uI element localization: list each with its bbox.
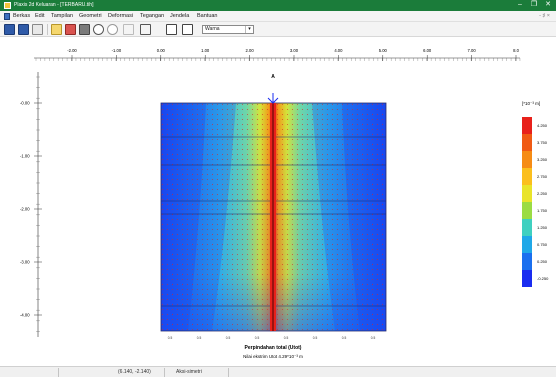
coordinates-readout: (6.140, -2.140)	[118, 369, 151, 375]
copy-icon[interactable]	[32, 24, 43, 35]
y-tick-label: -4.00	[20, 313, 30, 318]
bottom-tick-label: 0.5	[284, 336, 289, 340]
bottom-tick-label: 0.5	[313, 336, 318, 340]
legend-swatch	[522, 236, 532, 253]
bottom-tick-label: 0.5	[168, 336, 173, 340]
menu-edit[interactable]: Edit	[35, 13, 45, 19]
menu-jendela[interactable]: Jendela	[170, 13, 190, 19]
legend-value: 0.250	[537, 259, 548, 264]
x-tick-label: 8.0	[513, 48, 519, 53]
y-tick-label: -2.00	[20, 207, 30, 212]
display-mode-value: Warna	[205, 26, 220, 32]
title-bar: Plaxis 2d Keluaran - [TERBARU.tih] – ❐ ✕	[0, 0, 556, 11]
legend-swatch	[522, 151, 532, 168]
x-tick-label: 6.00	[423, 48, 432, 53]
legend-value: -0.250	[537, 276, 549, 281]
legend-value: 3.750	[537, 140, 548, 145]
menu-bar: Berkas Edit Tampilan Geometri Deformasi …	[0, 11, 556, 22]
x-tick-label: -2.00	[67, 48, 77, 53]
menu-berkas[interactable]: Berkas	[13, 13, 31, 19]
display-mode-select[interactable]: Warna ▾	[202, 25, 254, 34]
menu-tegangan[interactable]: Tegangan	[140, 13, 165, 19]
maximize-button[interactable]: ❐	[530, 1, 538, 8]
analysis-mode: Aksi-simetri	[176, 369, 202, 375]
legend-value: 2.750	[537, 174, 548, 179]
x-axis-ruler: -2.00 -1.00 0.00 1.00 2.00 3.00 4.00 5.00 6.00 7.…	[34, 48, 521, 61]
plot-title: Perpindahan total (Utot)	[245, 345, 302, 351]
legend-unit: [*10⁻³ m]	[522, 101, 540, 106]
print-icon[interactable]	[79, 24, 90, 35]
x-tick-label: 2.00	[246, 48, 255, 53]
menu-bantuan[interactable]: Bantuan	[197, 13, 218, 19]
bottom-tick-label: 0.5	[342, 336, 347, 340]
legend-value: 1.750	[537, 208, 548, 213]
cross-section-icon[interactable]	[140, 24, 151, 35]
legend-swatch	[522, 168, 532, 185]
legend-swatch	[522, 117, 532, 134]
chart-icon[interactable]	[182, 24, 193, 35]
refresh-icon[interactable]	[51, 24, 62, 35]
open-icon[interactable]	[4, 24, 15, 35]
document-icon	[4, 13, 10, 20]
move-icon[interactable]	[65, 24, 76, 35]
legend: [*10⁻³ m] 4.250 3.750 3.250 2.750 2.250 1.750…	[522, 101, 549, 287]
x-tick-label: 1.00	[201, 48, 210, 53]
section-label: A	[271, 74, 275, 80]
legend-value: 3.250	[537, 157, 548, 162]
toolbar: Warna ▾	[0, 22, 556, 37]
legend-swatch	[522, 270, 532, 287]
bottom-tick-label: 0.5	[226, 336, 231, 340]
app-icon	[4, 2, 11, 9]
y-tick-label: -3.00	[20, 260, 30, 265]
menu-tampilan[interactable]: Tampilan	[51, 13, 74, 19]
x-tick-label: 3.00	[290, 48, 299, 53]
status-divider	[228, 368, 229, 377]
legend-swatch	[522, 185, 532, 202]
y-axis-ruler: -0.00 -1.00 -2.00 -3.00 -4.00	[20, 72, 42, 337]
status-bar: (6.140, -2.140) Aksi-simetri	[0, 366, 556, 377]
legend-value: 4.250	[537, 123, 548, 128]
deformation-plot: -2.00 -1.00 0.00 1.00 2.00 3.00 4.00 5.00 6.00 7.…	[20, 48, 549, 359]
bottom-tick-label: 0.5	[255, 336, 260, 340]
x-tick-label: 4.00	[334, 48, 343, 53]
zoom-in-icon[interactable]	[93, 24, 104, 35]
table-icon[interactable]	[166, 24, 177, 35]
status-divider	[164, 368, 165, 377]
plot-subtitle: Nilai ekstrim Utot 4.29*10⁻³ m	[243, 354, 303, 359]
zoom-out-icon[interactable]	[107, 24, 118, 35]
legend-swatch	[522, 202, 532, 219]
legend-value: 1.250	[537, 225, 548, 230]
chevron-down-icon: ▾	[245, 26, 253, 33]
close-button[interactable]: ✕	[545, 1, 551, 8]
output-canvas[interactable]: -2.00 -1.00 0.00 1.00 2.00 3.00 4.00 5.00 6.00 7.…	[0, 37, 556, 366]
y-tick-label: -1.00	[20, 154, 30, 159]
mdi-controls[interactable]: - ♯ ×	[539, 13, 550, 19]
x-tick-label: -1.00	[112, 48, 122, 53]
legend-swatch	[522, 219, 532, 236]
status-divider	[58, 368, 59, 377]
x-tick-label: 7.00	[468, 48, 477, 53]
legend-swatch	[522, 253, 532, 270]
y-tick-label: -0.00	[20, 101, 30, 106]
save-icon[interactable]	[18, 24, 29, 35]
menu-geometri[interactable]: Geometri	[79, 13, 102, 19]
soil-domain	[160, 93, 387, 332]
legend-value: 0.750	[537, 242, 548, 247]
line-icon[interactable]	[123, 24, 134, 35]
bottom-tick-label: 0.5	[371, 336, 376, 340]
menu-deformasi[interactable]: Deformasi	[108, 13, 134, 19]
minimize-button[interactable]: –	[518, 1, 522, 8]
bottom-scale-ticks: 0.5 0.5 0.5 0.5 0.5 0.5 0.5 0.5	[168, 336, 376, 340]
legend-swatch	[522, 134, 532, 151]
bottom-tick-label: 0.5	[197, 336, 202, 340]
x-tick-label: 0.00	[157, 48, 166, 53]
toolbar-separator	[47, 24, 48, 35]
window-title: Plaxis 2d Keluaran - [TERBARU.tih]	[14, 2, 94, 8]
legend-value: 2.250	[537, 191, 548, 196]
x-tick-label: 5.00	[379, 48, 388, 53]
